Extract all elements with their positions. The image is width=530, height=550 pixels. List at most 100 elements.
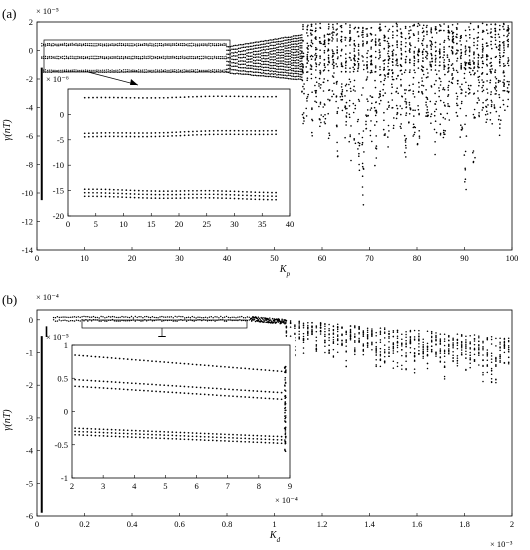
panel-a-point <box>463 72 466 75</box>
panel-a-point <box>153 57 155 59</box>
panel-a-point <box>375 120 378 123</box>
panel-a-inset-point <box>258 195 261 197</box>
panel-a-point <box>427 76 429 78</box>
panel-a-point <box>324 117 327 120</box>
panel-a-point <box>323 121 326 123</box>
panel-a-point <box>286 72 288 74</box>
panel-b-point <box>430 339 433 342</box>
panel-b-point <box>115 316 118 319</box>
panel-a-point <box>408 113 411 115</box>
panel-a-point <box>332 61 335 64</box>
panel-a-point <box>448 60 451 62</box>
panel-b-inset-point <box>98 380 101 382</box>
panel-a-inset-point <box>129 196 132 199</box>
panel-a-point <box>262 40 265 43</box>
panel-a-point <box>426 24 428 27</box>
panel-a-point <box>363 64 365 66</box>
panel-b-inset-point <box>268 397 271 400</box>
panel-b-point <box>409 338 412 340</box>
panel-a-point <box>299 73 301 76</box>
panel-b-inset-point <box>220 439 222 442</box>
panel-a-point <box>336 124 338 127</box>
panel-a-point <box>155 43 157 45</box>
panel-b-point <box>58 319 60 321</box>
panel-a-point <box>276 62 278 65</box>
panel-a-point <box>107 58 110 60</box>
panel-a-point <box>132 43 134 45</box>
panel-a-point <box>486 29 488 31</box>
panel-b-point <box>495 359 497 362</box>
panel-a-point <box>340 26 343 29</box>
panel-a-point <box>274 70 276 72</box>
panel-b-inset-point <box>220 394 222 397</box>
panel-a-point <box>498 134 501 137</box>
panel-a-point <box>421 77 423 79</box>
panel-b-point <box>366 327 369 330</box>
panel-a-point <box>227 53 230 55</box>
panel-a-point <box>328 26 330 28</box>
panel-a-point <box>279 45 281 48</box>
panel-a-point <box>327 42 330 45</box>
panel-a-y-tick-label: 2 <box>29 17 33 27</box>
panel-a-point <box>349 71 351 73</box>
panel-a-point <box>262 46 265 48</box>
panel-a-point <box>447 25 450 27</box>
panel-a-point <box>306 53 309 56</box>
panel-a-inset-point <box>83 188 86 191</box>
panel-a-point <box>361 162 364 165</box>
panel-a-point <box>105 69 107 71</box>
panel-a-point <box>291 69 293 72</box>
panel-a-point <box>185 69 187 71</box>
panel-a-point <box>460 102 463 105</box>
panel-b-inset-point <box>268 435 271 437</box>
panel-a-point <box>284 42 286 44</box>
panel-a-point <box>282 65 285 68</box>
panel-a-point <box>96 45 98 47</box>
panel-a-point <box>219 69 221 71</box>
panel-a-point <box>90 57 92 60</box>
panel-b-point <box>315 325 318 328</box>
panel-a-inset-point <box>212 189 215 192</box>
panel-a-point <box>332 26 334 29</box>
panel-b-point <box>159 316 161 318</box>
panel-a-point <box>477 97 480 99</box>
panel-b-point <box>332 333 335 335</box>
panel-a-inset-point <box>129 135 132 138</box>
panel-a-point <box>196 57 199 59</box>
panel-a-point <box>305 66 308 68</box>
panel-b-inset-point <box>224 365 226 368</box>
panel-b-point <box>302 347 305 349</box>
panel-a-point <box>311 108 313 111</box>
panel-a-point <box>56 57 58 60</box>
panel-a-point <box>54 56 56 58</box>
panel-b-point <box>473 347 476 350</box>
panel-a-point <box>490 99 493 102</box>
panel-a-point <box>396 113 398 116</box>
panel-a-point <box>408 71 411 74</box>
panel-a-point <box>257 65 260 68</box>
panel-a-point <box>431 36 434 39</box>
panel-a-point <box>323 52 326 54</box>
panel-a-point <box>264 58 266 60</box>
panel-a-point <box>286 63 288 66</box>
panel-b-point <box>413 339 416 341</box>
panel-a-point <box>404 139 407 141</box>
panel-b-point <box>174 315 176 318</box>
panel-a-point <box>286 69 288 72</box>
panel-a-point <box>352 66 355 69</box>
panel-a-point <box>392 34 394 36</box>
panel-a-point <box>259 53 262 55</box>
panel-a-point <box>256 74 258 77</box>
panel-a-point <box>349 81 352 83</box>
panel-a-point <box>174 69 176 71</box>
panel-a-point <box>503 79 505 81</box>
panel-b-point <box>443 352 446 354</box>
panel-a-point <box>391 107 393 109</box>
panel-a-point <box>374 114 377 117</box>
panel-a-point <box>170 45 172 47</box>
panel-a-point <box>396 41 398 43</box>
panel-a-point <box>503 23 505 26</box>
panel-a-point <box>476 101 479 104</box>
panel-a-point <box>478 115 481 118</box>
panel-b-point <box>214 316 216 318</box>
